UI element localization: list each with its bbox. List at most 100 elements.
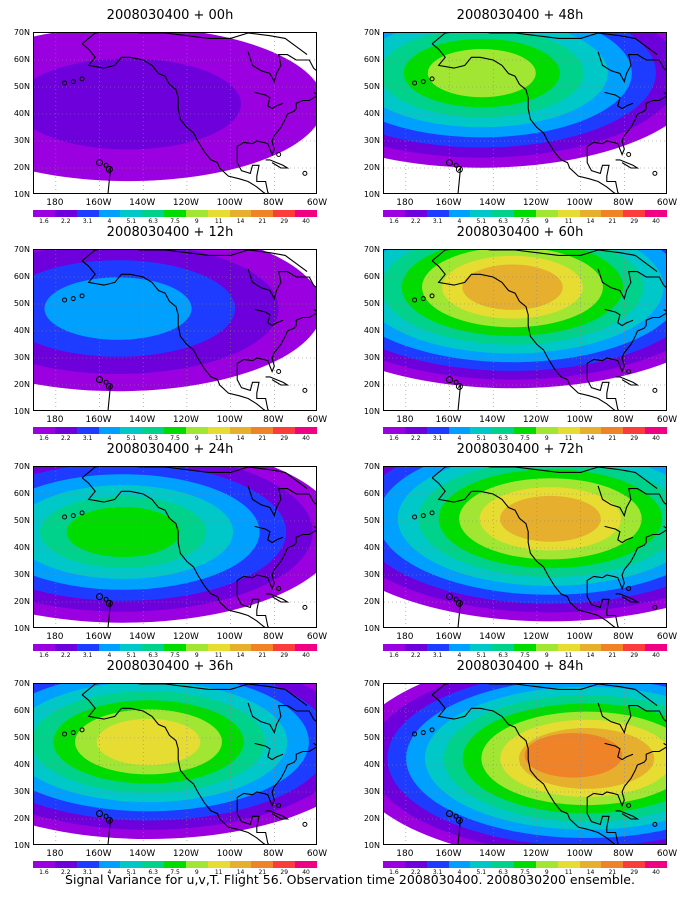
- lon-label: 180: [46, 632, 64, 642]
- colorbar-swatch: [33, 210, 55, 217]
- colorbar-swatch: [76, 210, 99, 217]
- island-outline: [453, 596, 459, 602]
- colorbar-swatch: [207, 861, 230, 868]
- lon-label: 120W: [172, 415, 199, 425]
- lat-label: 70N: [13, 28, 30, 37]
- colorbar-swatch: [601, 644, 624, 651]
- lat-label: 60N: [13, 55, 30, 64]
- colorbar-swatch: [514, 427, 536, 434]
- colorbar-label: 4: [107, 869, 112, 876]
- colorbar: [33, 210, 317, 217]
- variance-map: [383, 466, 667, 628]
- panel-title: 2008030400 + 36h: [106, 659, 234, 674]
- island-outline: [96, 593, 104, 601]
- colorbar-label: 1.6: [39, 869, 49, 876]
- island-outline: [455, 816, 463, 824]
- lon-label: 100W: [216, 198, 243, 208]
- map-canvas: [34, 684, 316, 844]
- lon-label: 60W: [306, 632, 328, 642]
- coastline: [586, 802, 620, 844]
- colorbar-label: 11: [564, 218, 573, 225]
- coastline: [457, 600, 462, 627]
- colorbar-label: 3.1: [432, 869, 443, 876]
- colorbar: [33, 861, 317, 868]
- lon-label: 140W: [129, 632, 156, 642]
- variance-contour-11: [524, 733, 623, 778]
- coastline: [81, 684, 308, 707]
- colorbar-label: 11: [214, 652, 223, 659]
- island-outline: [62, 731, 68, 737]
- lon-label: 160W: [435, 632, 462, 642]
- coastline: [597, 51, 666, 84]
- island-outline: [455, 165, 463, 173]
- lon-label: 80W: [613, 198, 634, 208]
- island-outline: [453, 813, 459, 819]
- map-canvas: [384, 467, 666, 627]
- colorbar-label: 11: [564, 652, 573, 659]
- coastline: [457, 383, 462, 410]
- coastline: [586, 151, 620, 193]
- colorbar-swatch: [120, 210, 143, 217]
- lon-label: 100W: [566, 849, 593, 859]
- island-outline: [446, 159, 454, 167]
- colorbar-label: 21: [258, 652, 267, 659]
- colorbar-swatch: [251, 210, 274, 217]
- colorbar-swatch: [579, 861, 602, 868]
- colorbar-swatch: [492, 427, 515, 434]
- lat-label: 70N: [13, 245, 30, 254]
- coastline: [615, 810, 640, 820]
- lon-label: 120W: [172, 632, 199, 642]
- coastline: [604, 308, 634, 327]
- island-outline: [446, 593, 454, 601]
- colorbar-label: 29: [280, 652, 289, 659]
- coastline: [247, 268, 316, 301]
- colorbar-swatch: [251, 644, 274, 651]
- lon-label: 140W: [129, 415, 156, 425]
- island-outline: [412, 297, 418, 303]
- coastline: [81, 477, 266, 627]
- island-outline: [103, 596, 109, 602]
- colorbar-swatch: [601, 427, 624, 434]
- colorbar-swatch: [645, 861, 667, 868]
- colorbar-label: 5.1: [126, 652, 137, 659]
- colorbar-swatch: [448, 644, 471, 651]
- colorbar-label: 3.1: [432, 652, 443, 659]
- colorbar-label: 40: [302, 869, 310, 876]
- colorbar-label: 11: [214, 869, 223, 876]
- colorbar-label: 1.6: [39, 652, 49, 659]
- coastline: [236, 91, 316, 156]
- island-outline: [103, 813, 109, 819]
- colorbar-label: 29: [630, 652, 639, 659]
- lat-label: 50N: [363, 733, 380, 742]
- island-outline: [652, 604, 658, 610]
- colorbar-swatch: [207, 644, 230, 651]
- colorbar-label: 29: [630, 869, 639, 876]
- colorbar-label: 9: [544, 218, 549, 225]
- colorbar-swatch: [383, 427, 405, 434]
- colorbar-swatch: [492, 210, 515, 217]
- colorbar: [33, 427, 317, 434]
- island-outline: [453, 379, 459, 385]
- island-outline: [70, 79, 76, 85]
- island-outline: [79, 293, 85, 299]
- colorbar-labels: 1.6 2.2 3.1 4 5.1 6.3 7.5 9 11 14 21 29 40: [383, 218, 667, 226]
- variance-map: [33, 466, 317, 628]
- colorbar-label: 14: [236, 218, 245, 225]
- island-outline: [429, 293, 435, 299]
- lat-label: 60N: [363, 489, 380, 498]
- lat-label: 30N: [13, 570, 30, 579]
- coastline: [247, 51, 316, 84]
- colorbar-labels: 1.6 2.2 3.1 4 5.1 6.3 7.5 9 11 14 21 29 40: [33, 218, 317, 226]
- lon-label: 160W: [435, 415, 462, 425]
- colorbar-label: 9: [194, 869, 199, 876]
- lon-label: 180: [396, 415, 414, 425]
- island-outline: [652, 387, 658, 393]
- colorbar-swatch: [404, 210, 427, 217]
- coastline: [431, 684, 658, 707]
- coastline: [81, 250, 308, 273]
- colorbar-label: 2.2: [60, 652, 71, 659]
- panel-title: 2008030400 + 12h: [106, 225, 234, 240]
- island-outline: [626, 586, 632, 591]
- colorbar-swatch: [404, 644, 427, 651]
- colorbar-label: 14: [586, 652, 595, 659]
